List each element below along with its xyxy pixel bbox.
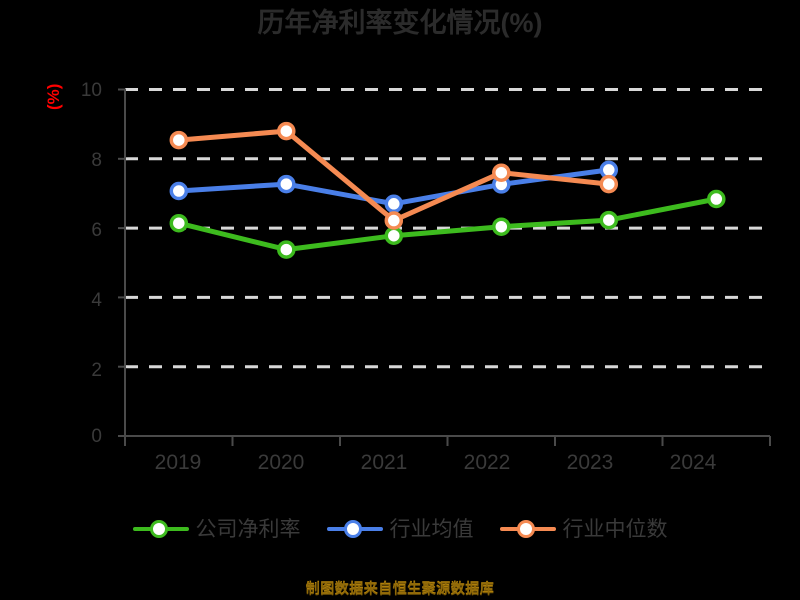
legend-marker-industry-median-icon <box>499 516 556 542</box>
chart-legend: 公司净利率 行业均值 行业中位数 <box>0 516 800 542</box>
x-tick-label-2024: 2024 <box>669 451 717 474</box>
legend-item-industry-median[interactable]: 行业中位数 <box>499 516 668 542</box>
x-tick-label-2019: 2019 <box>154 451 202 474</box>
chart-title: 历年净利率变化情况(%) <box>257 8 543 38</box>
y-tick-label-6: 6 <box>91 220 102 241</box>
footer-note-text: 制图数据来自恒生聚源数据库 <box>305 580 495 596</box>
y-tick-label-10: 10 <box>80 80 102 101</box>
legend-item-company[interactable]: 公司净利率 <box>132 516 301 542</box>
footer-note-shadow: 制图数据来自恒生聚源数据库 <box>305 581 495 597</box>
legend-item-industry-average[interactable]: 行业均值 <box>326 516 474 542</box>
y-tick-label-4: 4 <box>91 290 102 311</box>
axis-lines <box>124 88 771 446</box>
legend-label-industry-median: 行业中位数 <box>562 517 668 541</box>
x-tick-label-2022: 2022 <box>463 451 511 474</box>
series-markers <box>169 121 726 259</box>
y-tick-label-2: 2 <box>91 360 102 381</box>
gridlines <box>125 88 770 369</box>
y-tick-label-0: 0 <box>91 426 102 447</box>
series-lines <box>176 128 719 253</box>
y-tick-label-8: 8 <box>91 150 102 171</box>
x-tick-label-2023: 2023 <box>566 451 614 474</box>
legend-label-industry-average: 行业均值 <box>389 517 474 541</box>
legend-marker-industry-average-icon <box>326 516 383 542</box>
x-tick-label-2021: 2021 <box>360 451 408 474</box>
x-tick-label-2020: 2020 <box>257 451 305 474</box>
legend-label-company: 公司净利率 <box>195 517 301 541</box>
axis-ticks <box>118 88 664 446</box>
footer-note: 制图数据来自恒生聚源数据库 制图数据来自恒生聚源数据库 <box>0 578 800 598</box>
legend-marker-company-icon <box>132 516 189 542</box>
